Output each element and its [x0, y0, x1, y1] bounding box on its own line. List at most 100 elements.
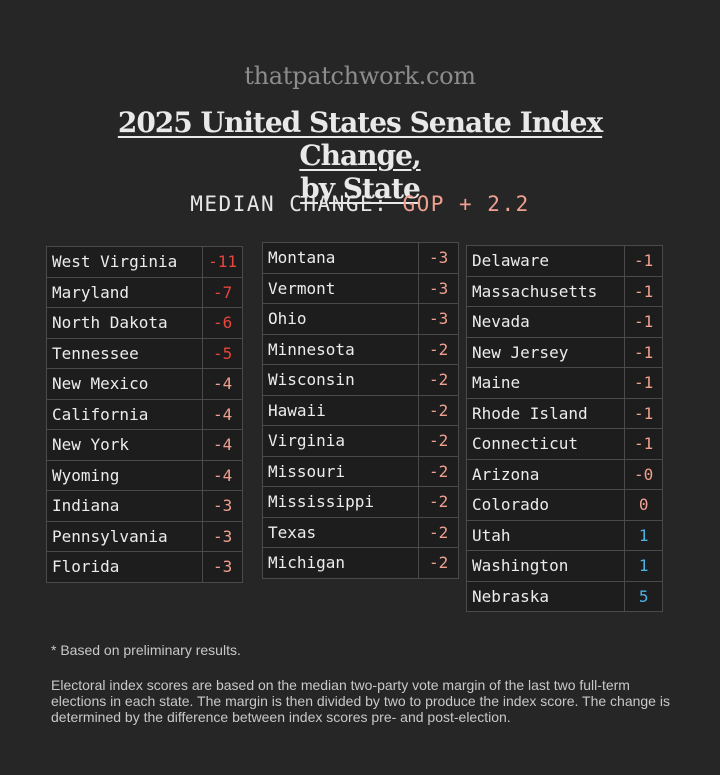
state-name: Rhode Island [465, 397, 626, 429]
state-name: Tennessee [45, 337, 204, 369]
table-row: New Mexico -4 [45, 368, 243, 400]
state-name: Delaware [465, 245, 626, 277]
index-change-value: -4 [202, 398, 243, 430]
table-row: Nebraska 5 [465, 580, 663, 612]
table-row: North Dakota -6 [45, 307, 243, 339]
state-name: Virginia [261, 425, 420, 457]
median-change: MEDIAN CHANGE: GOP + 2.2 [0, 192, 720, 216]
index-change-value: -2 [418, 394, 459, 426]
index-change-value: -7 [202, 276, 243, 308]
state-name: Wyoming [45, 459, 204, 491]
index-change-value: -1 [624, 306, 663, 338]
table-row: Massachusetts -1 [465, 275, 663, 307]
index-change-value: -2 [418, 455, 459, 487]
state-name: New Mexico [45, 368, 204, 400]
index-change-value: -5 [202, 337, 243, 369]
index-change-value: -1 [624, 397, 663, 429]
state-name: Pennsylvania [45, 520, 204, 552]
table-row: Tennessee -5 [45, 337, 243, 369]
state-name: Hawaii [261, 394, 420, 426]
index-change-value: -11 [202, 246, 243, 278]
index-change-value: -2 [418, 425, 459, 457]
state-name: Michigan [261, 547, 420, 579]
title-line-2: by State [300, 172, 421, 205]
index-change-value: -2 [418, 516, 459, 548]
state-name: Minnesota [261, 333, 420, 365]
table-row: Connecticut -1 [465, 428, 663, 460]
table-row: Minnesota -2 [261, 333, 459, 365]
site-name: thatpatchwork.com [244, 62, 476, 90]
table-row: Wyoming -4 [45, 459, 243, 491]
title-line-1: 2025 United States Senate Index Change, [117, 106, 603, 172]
table-row: Rhode Island -1 [465, 397, 663, 429]
table-column-1: West Virginia -11 Maryland -7 North Dakota -6… [45, 246, 243, 583]
table-row: Missouri -2 [261, 455, 459, 487]
index-change-value: 0 [624, 489, 663, 521]
index-change-value: -3 [418, 272, 459, 304]
table-row: Delaware -1 [465, 245, 663, 277]
table-row: Montana -3 [261, 242, 459, 274]
table-row: Nevada -1 [465, 306, 663, 338]
table-row: Colorado 0 [465, 489, 663, 521]
state-name: Utah [465, 519, 626, 551]
state-name: Maryland [45, 276, 204, 308]
index-change-value: -2 [418, 364, 459, 396]
state-name: Wisconsin [261, 364, 420, 396]
state-name: Ohio [261, 303, 420, 335]
index-change-value: -1 [624, 275, 663, 307]
state-name: Texas [261, 516, 420, 548]
index-change-value: -3 [202, 490, 243, 522]
state-name: Missouri [261, 455, 420, 487]
table-row: Wisconsin -2 [261, 364, 459, 396]
state-name: Connecticut [465, 428, 626, 460]
state-name: Arizona [465, 458, 626, 490]
methodology-note: Electoral index scores are based on the … [51, 677, 670, 725]
index-change-value: -2 [418, 547, 459, 579]
table-row: Vermont -3 [261, 272, 459, 304]
state-name: Mississippi [261, 486, 420, 518]
index-change-value: -3 [418, 242, 459, 274]
table-row: Maryland -7 [45, 276, 243, 308]
table-row: Ohio -3 [261, 303, 459, 335]
table-row: New York -4 [45, 429, 243, 461]
table-row: Maine -1 [465, 367, 663, 399]
table-row: Michigan -2 [261, 547, 459, 579]
chart-title: 2025 United States Senate Index Change, … [60, 106, 660, 205]
index-change-value: -4 [202, 368, 243, 400]
state-name: New York [45, 429, 204, 461]
index-change-value: -4 [202, 459, 243, 491]
state-name: Maine [465, 367, 626, 399]
state-name: Nebraska [465, 580, 626, 612]
table-row: New Jersey -1 [465, 336, 663, 368]
table-row: Arizona -0 [465, 458, 663, 490]
index-change-value: 1 [624, 550, 663, 582]
state-name: Nevada [465, 306, 626, 338]
index-change-value: -1 [624, 336, 663, 368]
table-row: Washington 1 [465, 550, 663, 582]
state-name: Florida [45, 551, 204, 583]
median-label: MEDIAN CHANGE: [190, 192, 389, 216]
state-name: Washington [465, 550, 626, 582]
index-change-value: -1 [624, 245, 663, 277]
index-change-value: 1 [624, 519, 663, 551]
state-name: New Jersey [465, 336, 626, 368]
footnote: * Based on preliminary results. [51, 642, 241, 658]
index-change-value: -6 [202, 307, 243, 339]
table-row: California -4 [45, 398, 243, 430]
table-column-3: Delaware -1 Massachusetts -1 Nevada -1 New Jer… [465, 245, 663, 612]
state-name: California [45, 398, 204, 430]
state-name: West Virginia [45, 246, 204, 278]
table-row: West Virginia -11 [45, 246, 243, 278]
state-name: Colorado [465, 489, 626, 521]
index-change-value: -0 [624, 458, 663, 490]
index-change-value: -2 [418, 333, 459, 365]
state-name: Vermont [261, 272, 420, 304]
median-value: GOP + 2.2 [402, 192, 530, 216]
table-row: Utah 1 [465, 519, 663, 551]
table-row: Hawaii -2 [261, 394, 459, 426]
state-name: North Dakota [45, 307, 204, 339]
state-name: Massachusetts [465, 275, 626, 307]
index-change-value: -1 [624, 367, 663, 399]
table-row: Florida -3 [45, 551, 243, 583]
state-name: Montana [261, 242, 420, 274]
